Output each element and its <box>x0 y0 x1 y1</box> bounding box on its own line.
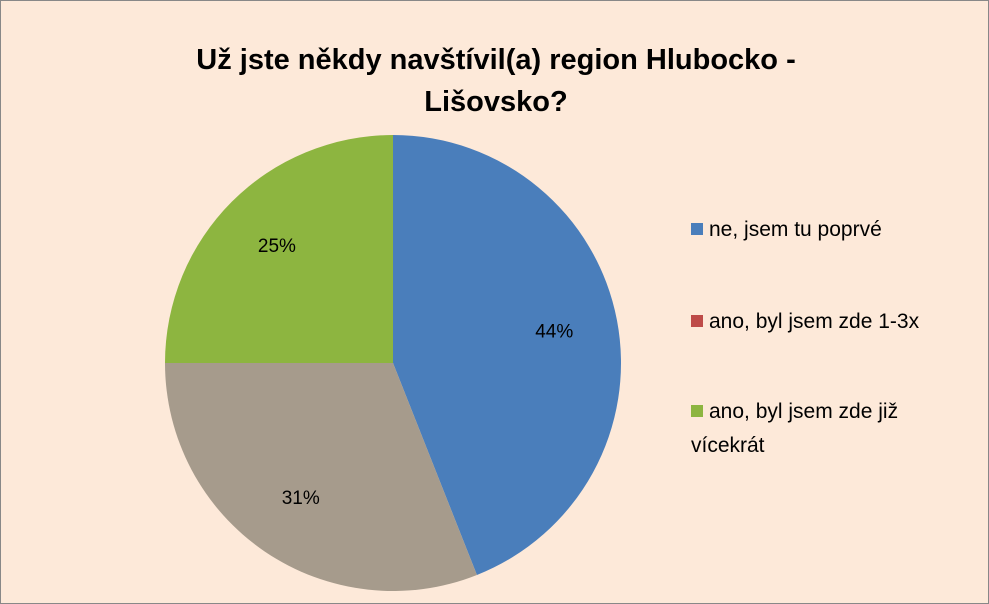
legend-swatch <box>691 315 703 327</box>
legend-label: ano, byl jsem zde 1-3x <box>709 310 920 333</box>
legend-swatch <box>691 223 703 235</box>
pie-slice <box>165 135 393 363</box>
legend-label: ne, jsem tu poprvé <box>709 218 882 241</box>
legend-item: ne, jsem tu poprvé <box>691 213 971 247</box>
legend-swatch <box>691 405 703 417</box>
pie-slice <box>165 363 477 591</box>
data-label: 25% <box>258 236 296 257</box>
legend-label: ano, byl jsem zde již vícekrát <box>691 400 899 457</box>
pie-slice <box>393 135 621 575</box>
legend-item: ano, byl jsem zde již vícekrát <box>691 395 971 463</box>
chart-title: Už jste někdy navštívil(a) region Hluboc… <box>196 44 796 118</box>
data-label: 44% <box>535 321 573 342</box>
legend-item: ano, byl jsem zde 1-3x <box>691 305 971 339</box>
data-label: 31% <box>282 488 320 509</box>
